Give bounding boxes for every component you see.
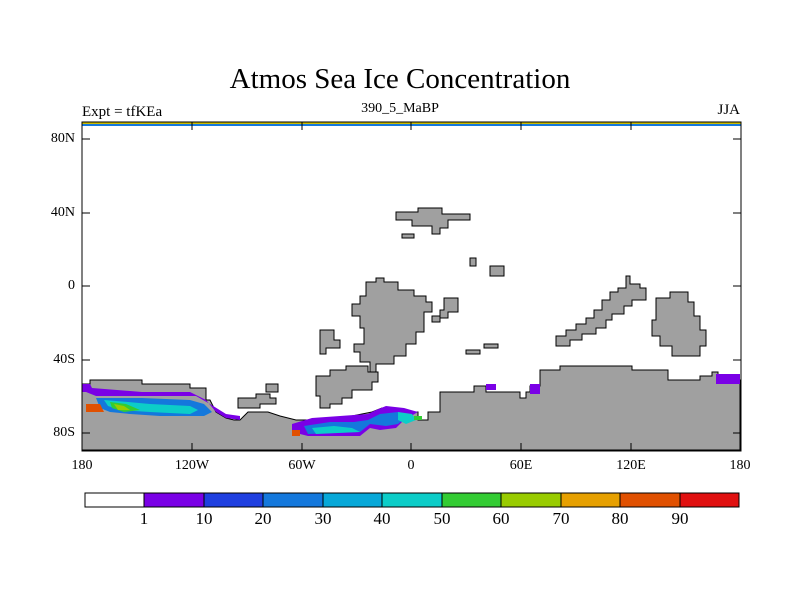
colorbar-label: 80 — [611, 509, 629, 528]
land-europe — [395, 207, 471, 235]
colorbar-label: 30 — [314, 509, 332, 528]
colorbar-label: 60 — [492, 509, 510, 528]
ice-green-east — [414, 416, 422, 420]
land-small-5 — [439, 297, 459, 319]
ice-purple-patch — [486, 384, 496, 390]
colorbar-label: 1 — [139, 509, 149, 528]
land-africa — [351, 277, 433, 373]
cb-box-10 — [679, 492, 740, 508]
y-tick-label: 80S — [53, 425, 75, 440]
land-small-7 — [483, 343, 499, 349]
x-tick-label: 180 — [729, 458, 751, 473]
land-small-3 — [469, 257, 477, 267]
ice-orange-west — [86, 404, 104, 412]
period-label: 390_5_MaBP — [361, 101, 439, 116]
map-title: Atmos Sea Ice Concentration — [229, 63, 571, 95]
y-tick-label: 40N — [50, 205, 75, 220]
colorbar-label: 10 — [195, 509, 213, 528]
cb-box-9 — [619, 492, 681, 508]
x-tick-marks — [191, 122, 632, 451]
land-s-america — [319, 329, 341, 355]
land-small-2 — [401, 233, 415, 239]
colorbar-label: 70 — [552, 509, 570, 528]
cb-box-3 — [262, 492, 324, 508]
land-se-pacific — [237, 393, 277, 409]
y-tick-label: 40S — [53, 352, 75, 367]
land-small-6 — [431, 315, 441, 323]
y-tick-label: 0 — [68, 278, 75, 293]
cb-box-7 — [500, 492, 562, 508]
colorbar-label: 40 — [373, 509, 391, 528]
ice-yellow-west — [114, 404, 130, 410]
colorbar-label: 90 — [671, 509, 689, 528]
y-tick-marks — [82, 138, 741, 434]
y-tick-label: 80N — [50, 131, 75, 146]
land-small-1 — [265, 383, 279, 393]
x-tick-label: 60E — [509, 458, 533, 473]
cb-box-2 — [203, 492, 264, 508]
ice-cyan-east — [398, 412, 416, 424]
land-small-8 — [465, 349, 481, 355]
cb-box-5 — [381, 492, 443, 508]
x-tick-label: 120E — [616, 458, 646, 473]
land-masses — [81, 207, 741, 451]
experiment-label: Expt = tfKEa — [82, 104, 163, 120]
cb-box-0 — [84, 492, 145, 508]
cb-box-8 — [560, 492, 621, 508]
ice-purple-west — [82, 384, 240, 420]
colorbar — [84, 492, 740, 508]
ice-orange-mid — [292, 430, 300, 436]
ice-cyan-mid — [312, 426, 360, 434]
land-east-chain — [555, 275, 647, 347]
ice-purple-far-east — [716, 374, 740, 384]
cb-box-4 — [322, 492, 383, 508]
ice-purple-east — [530, 384, 540, 394]
cb-box-6 — [441, 492, 502, 508]
x-tick-label: 180 — [71, 458, 93, 473]
sea-ice — [82, 374, 740, 436]
season-label: JJA — [717, 102, 740, 118]
land-small-4 — [489, 265, 505, 277]
x-tick-label: 60W — [288, 458, 316, 473]
x-tick-label: 120W — [174, 458, 210, 473]
cb-box-1 — [143, 492, 205, 508]
colorbar-label: 50 — [433, 509, 451, 528]
colorbar-label: 20 — [254, 509, 272, 528]
land-australia-east — [651, 291, 707, 357]
x-tick-label: 0 — [407, 458, 415, 473]
land-mid-atlantic — [315, 365, 379, 409]
